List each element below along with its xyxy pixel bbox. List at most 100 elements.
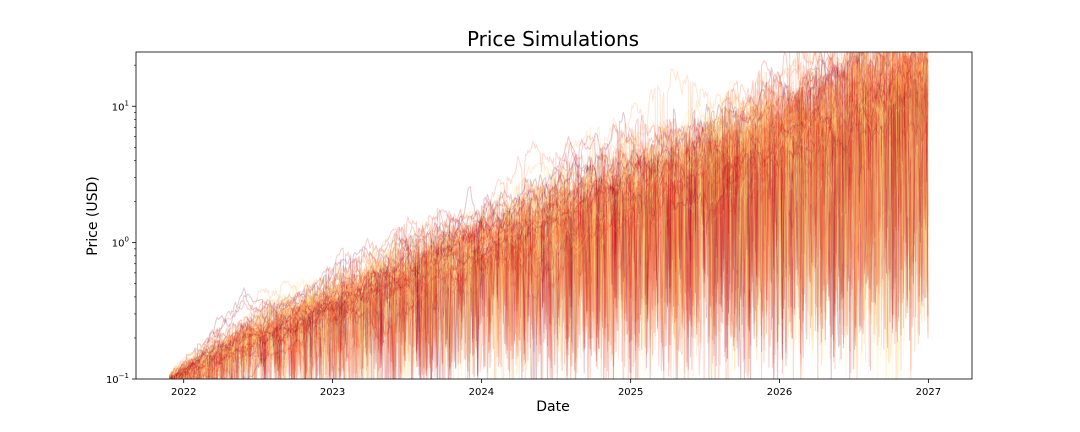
simulation-line [168,52,929,379]
x-tick-label: 2022 [171,387,196,398]
simulation-line [170,96,929,379]
simulation-line [170,65,929,379]
simulation-line [168,52,924,379]
chart-title: Price Simulations [467,27,639,51]
simulation-line [171,76,929,379]
simulation-line [169,67,929,379]
simulation-line [193,52,929,379]
simulation-line [173,52,929,379]
simulation-line [169,69,929,379]
simulation-line [168,75,929,379]
simulation-line [169,52,929,379]
simulation-line [169,52,923,379]
simulation-line [192,52,929,379]
simulation-line [170,52,929,379]
simulation-line [169,113,929,379]
simulation-line [169,52,924,379]
simulation-line [173,52,929,379]
y-tick-label: 101 [112,99,129,113]
simulation-line [169,63,929,379]
x-axis: 2022 2023 2024 2025 2026 2027 [171,379,941,398]
simulation-line [169,52,929,379]
simulation-line [168,58,929,379]
y-tick-label: 100 [112,236,129,250]
simulation-line [168,59,929,379]
simulation-line [168,52,929,379]
y-axis-label: Price (USD) [85,176,101,255]
simulation-line [169,52,929,379]
simulation-line [173,93,929,379]
x-tick-label: 2023 [320,387,345,398]
simulation-line [169,52,926,379]
simulation-line [169,58,929,379]
simulation-line [174,52,929,379]
simulation-line [168,52,920,379]
simulation-line [170,52,929,379]
simulation-line [168,56,929,379]
simulation-line [176,52,922,379]
simulation-line [168,73,929,379]
simulation-line [170,102,929,379]
simulation-lines [168,52,929,379]
x-tick-label: 2024 [469,387,494,398]
simulation-line [168,53,929,379]
simulation-line [169,52,929,379]
simulation-line [169,63,929,379]
simulation-line [174,57,929,379]
simulation-line [169,90,929,379]
simulation-line [170,97,928,379]
simulation-line [168,117,929,379]
simulation-line [171,52,929,379]
simulation-line [169,52,928,379]
simulation-line [168,52,929,379]
simulation-line [181,56,929,379]
simulation-line [169,84,929,379]
simulation-line [169,58,929,379]
simulation-line [185,52,917,379]
simulation-line [169,52,916,379]
simulation-line [169,52,929,379]
y-axis: 10−1 100 101 [106,64,136,386]
simulation-line [168,52,929,379]
simulation-line [168,52,929,379]
simulation-line [169,55,929,379]
simulation-line [168,60,929,379]
simulation-line [170,52,929,379]
simulation-line [169,66,929,379]
y-tick-label: 10−1 [106,372,129,386]
simulation-line [169,65,929,379]
simulation-line [171,52,927,379]
simulation-line [179,52,928,379]
simulation-line [168,52,929,379]
simulation-line [169,61,929,379]
simulation-line [169,78,929,379]
simulation-line [168,52,929,379]
simulation-line [169,52,929,379]
simulation-line [168,52,929,379]
simulation-line [190,52,924,379]
simulation-line [172,52,929,379]
simulation-line [169,52,929,379]
simulation-line [170,52,929,379]
simulation-line [171,61,929,379]
simulation-line [169,52,929,379]
simulation-line [180,58,929,379]
simulation-line [169,82,929,379]
simulation-line [174,59,929,379]
simulation-line [170,56,929,379]
plot-frame [135,51,973,380]
simulation-line [171,87,929,379]
simulation-line [174,52,929,379]
simulation-line [168,127,929,379]
simulation-line [168,64,929,379]
x-tick-label: 2026 [767,387,792,398]
simulation-line [169,99,929,379]
simulation-line [168,53,929,379]
simulation-line [170,85,929,379]
simulation-line [168,102,929,379]
simulation-line [173,64,929,379]
simulation-line [193,61,929,379]
simulation-line [169,52,929,379]
simulation-line [169,52,929,379]
simulation-line [176,95,929,379]
